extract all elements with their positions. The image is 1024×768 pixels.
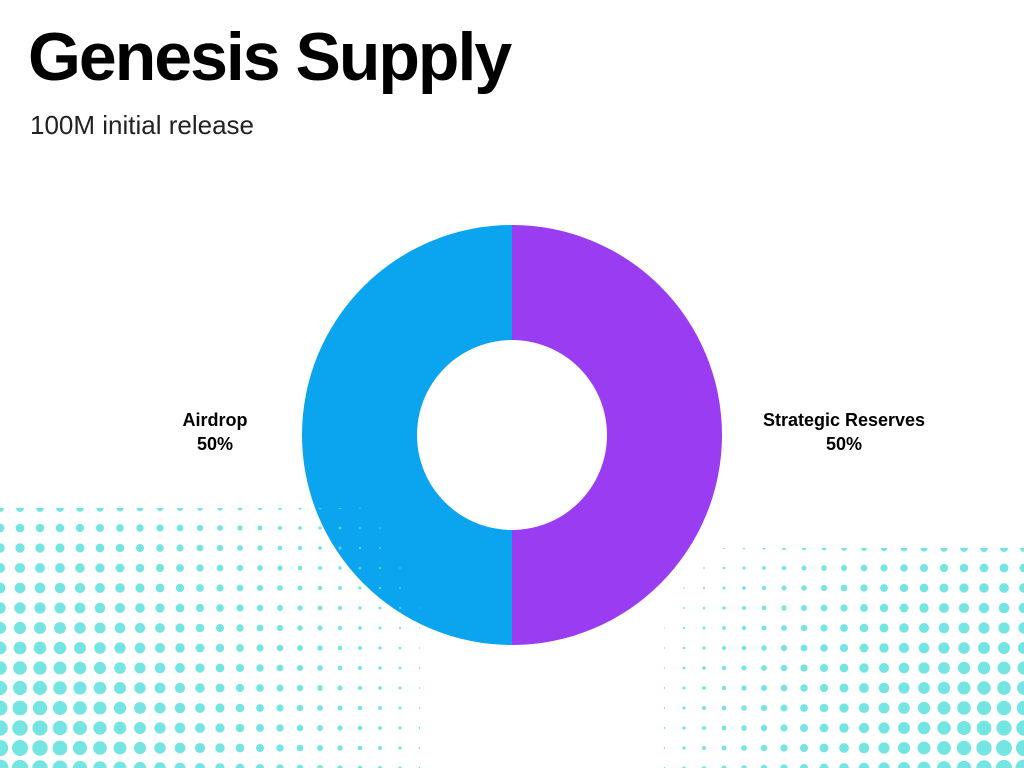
slice-value-text: 50% xyxy=(744,432,944,456)
slice-label-text: Strategic Reserves xyxy=(744,408,944,432)
slice-value-text: 50% xyxy=(140,432,290,456)
donut-slice xyxy=(512,225,722,645)
slice-label-strategic-reserves: Strategic Reserves 50% xyxy=(744,408,944,457)
slice-label-text: Airdrop xyxy=(140,408,290,432)
donut-slice xyxy=(302,225,512,645)
donut-svg xyxy=(302,225,722,645)
page-subtitle: 100M initial release xyxy=(30,110,254,141)
slice-label-airdrop: Airdrop 50% xyxy=(140,408,290,457)
page-title: Genesis Supply xyxy=(28,18,510,96)
